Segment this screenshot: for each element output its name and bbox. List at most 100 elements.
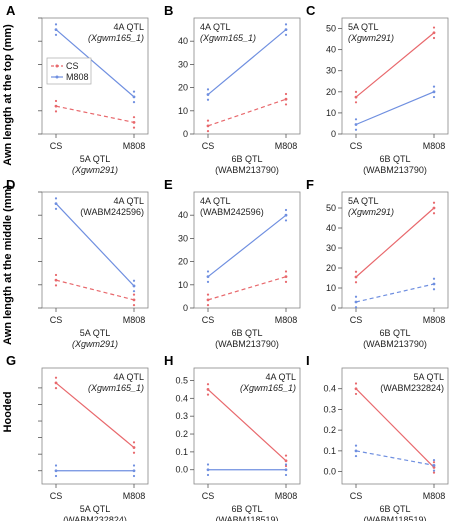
point-m808-rep	[284, 23, 288, 26]
y-tick-label: 0.0	[323, 467, 336, 477]
point-cs-rep	[54, 387, 58, 390]
plot-frame	[41, 367, 149, 485]
point-cs-rep	[354, 281, 358, 284]
point-m808-rep	[206, 270, 210, 273]
panel-letter: G	[6, 353, 16, 368]
x-tick-label: M808	[123, 141, 146, 151]
point-m808	[54, 469, 58, 473]
xlabel-qtl: 6B QTL	[231, 154, 262, 164]
point-m808-rep	[284, 33, 288, 36]
x-tick-label: M808	[423, 491, 446, 501]
plot-frame	[193, 367, 301, 485]
point-m808	[284, 213, 288, 217]
x-tick-label: CS	[50, 315, 63, 325]
plot-frame	[341, 191, 449, 309]
legend-label-cs: CS	[66, 61, 79, 71]
point-cs-rep	[354, 382, 358, 385]
point-m808	[354, 300, 358, 304]
y-tick-label: 50	[326, 24, 336, 34]
annotation-marker: (Xgwm291)	[348, 33, 394, 43]
point-m808-rep	[206, 280, 210, 283]
point-m808	[132, 284, 136, 288]
plot-frame	[193, 17, 301, 135]
point-m808-rep	[206, 88, 210, 91]
annotation-qtl: 5A QTL	[348, 196, 379, 206]
point-m808-rep	[132, 474, 136, 478]
legend-box	[46, 57, 92, 85]
point-cs	[284, 275, 288, 279]
panel-letter: B	[164, 3, 173, 18]
y-tick-label: 20	[178, 83, 188, 93]
legend-marker-m808	[55, 75, 59, 79]
point-m808	[132, 95, 136, 99]
series-line-m808	[355, 91, 435, 126]
point-cs-rep	[132, 116, 136, 119]
point-cs-rep	[54, 99, 58, 103]
point-m808-rep	[354, 444, 358, 447]
plot-frame	[341, 367, 449, 485]
series-line-m808	[355, 283, 435, 303]
xlabel-qtl: 6B QTL	[379, 154, 410, 164]
annotation-qtl: 4A QTL	[200, 196, 231, 206]
panel-letter: D	[6, 177, 15, 192]
point-cs-rep	[432, 201, 436, 204]
plot-frame	[41, 17, 149, 135]
annotation-qtl: 4A QTL	[265, 372, 296, 382]
point-m808-rep	[432, 469, 436, 472]
point-cs-rep	[132, 304, 136, 307]
point-m808-rep	[432, 85, 436, 88]
point-m808	[354, 449, 358, 453]
x-tick-label: CS	[50, 141, 63, 151]
panel-e: E 0 10 20 30 40 CS M808 6B QTL(WABM213790) 4A QTL…	[164, 177, 301, 349]
point-m808-rep	[54, 23, 58, 26]
y-tick-label: 20	[326, 263, 336, 273]
legend-label-m808: M808	[66, 72, 89, 82]
point-m808-rep	[206, 98, 210, 101]
point-m808-rep	[354, 306, 358, 309]
x-tick-label: M808	[275, 315, 298, 325]
point-cs-rep	[132, 293, 136, 296]
series-line-cs	[55, 105, 135, 123]
y-tick-label: 0.4	[175, 393, 188, 403]
point-cs-rep	[54, 284, 58, 287]
xlabel-marker: (WABM213790)	[363, 339, 427, 349]
point-cs	[354, 275, 358, 279]
point-m808-rep	[284, 463, 288, 466]
annotation-marker: (WABM242596)	[200, 207, 264, 217]
annotation-qtl: 4A QTL	[113, 22, 144, 32]
point-m808	[284, 28, 288, 31]
panel-f: F 0 10 20 30 40 50 CS M808 6B QTL(WABM213790) 5A Q…	[306, 177, 449, 349]
point-m808-rep	[132, 90, 136, 93]
point-cs-rep	[354, 270, 358, 273]
y-tick-label: 30	[326, 243, 336, 253]
panel-d: D CS M808 5A QTL(Xgwm291) 4A QTL(WABM242596)	[6, 177, 149, 349]
xlabel-marker: (WABM118519)	[215, 515, 278, 521]
y-tick-label: 0.2	[175, 429, 188, 439]
row-ylabel-top: Awn length at the top (mm)	[2, 24, 14, 166]
point-m808-rep	[354, 118, 358, 121]
y-tick-label: 0.2	[323, 425, 336, 435]
point-m808-rep	[432, 288, 436, 291]
point-cs-rep	[284, 92, 288, 96]
x-tick-label: CS	[202, 315, 215, 325]
xlabel-marker: (WABM213790)	[215, 165, 279, 175]
annotation-qtl: 4A QTL	[113, 196, 144, 206]
point-cs-rep	[354, 90, 358, 93]
panel-h: H 0.0 0.1 0.2 0.3 0.4 0.5 CS M808 6B QTL(WABM1185…	[164, 353, 301, 521]
point-m808-rep	[132, 464, 136, 467]
series-line-cs	[355, 207, 435, 278]
annotation-marker: (WABM232824)	[380, 383, 444, 393]
point-m808-rep	[354, 454, 358, 458]
panel-g: G CS M808 5A QTL(WABM232824) 4A QTL(Xgwm165_…	[6, 353, 149, 521]
point-cs-rep	[284, 464, 288, 468]
panel-c: C 0 10 20 30 40 50 CS M808 6B QTL(WABM213790) 5A Q…	[306, 3, 449, 175]
annotation-marker: (Xgwm165_1)	[200, 33, 256, 43]
point-m808	[432, 463, 436, 467]
point-cs-rep	[132, 441, 136, 444]
point-cs	[54, 104, 58, 108]
xlabel-qtl: 6B QTL	[379, 504, 410, 514]
point-m808-rep	[54, 464, 58, 467]
point-cs	[132, 121, 136, 124]
point-m808	[54, 28, 58, 31]
